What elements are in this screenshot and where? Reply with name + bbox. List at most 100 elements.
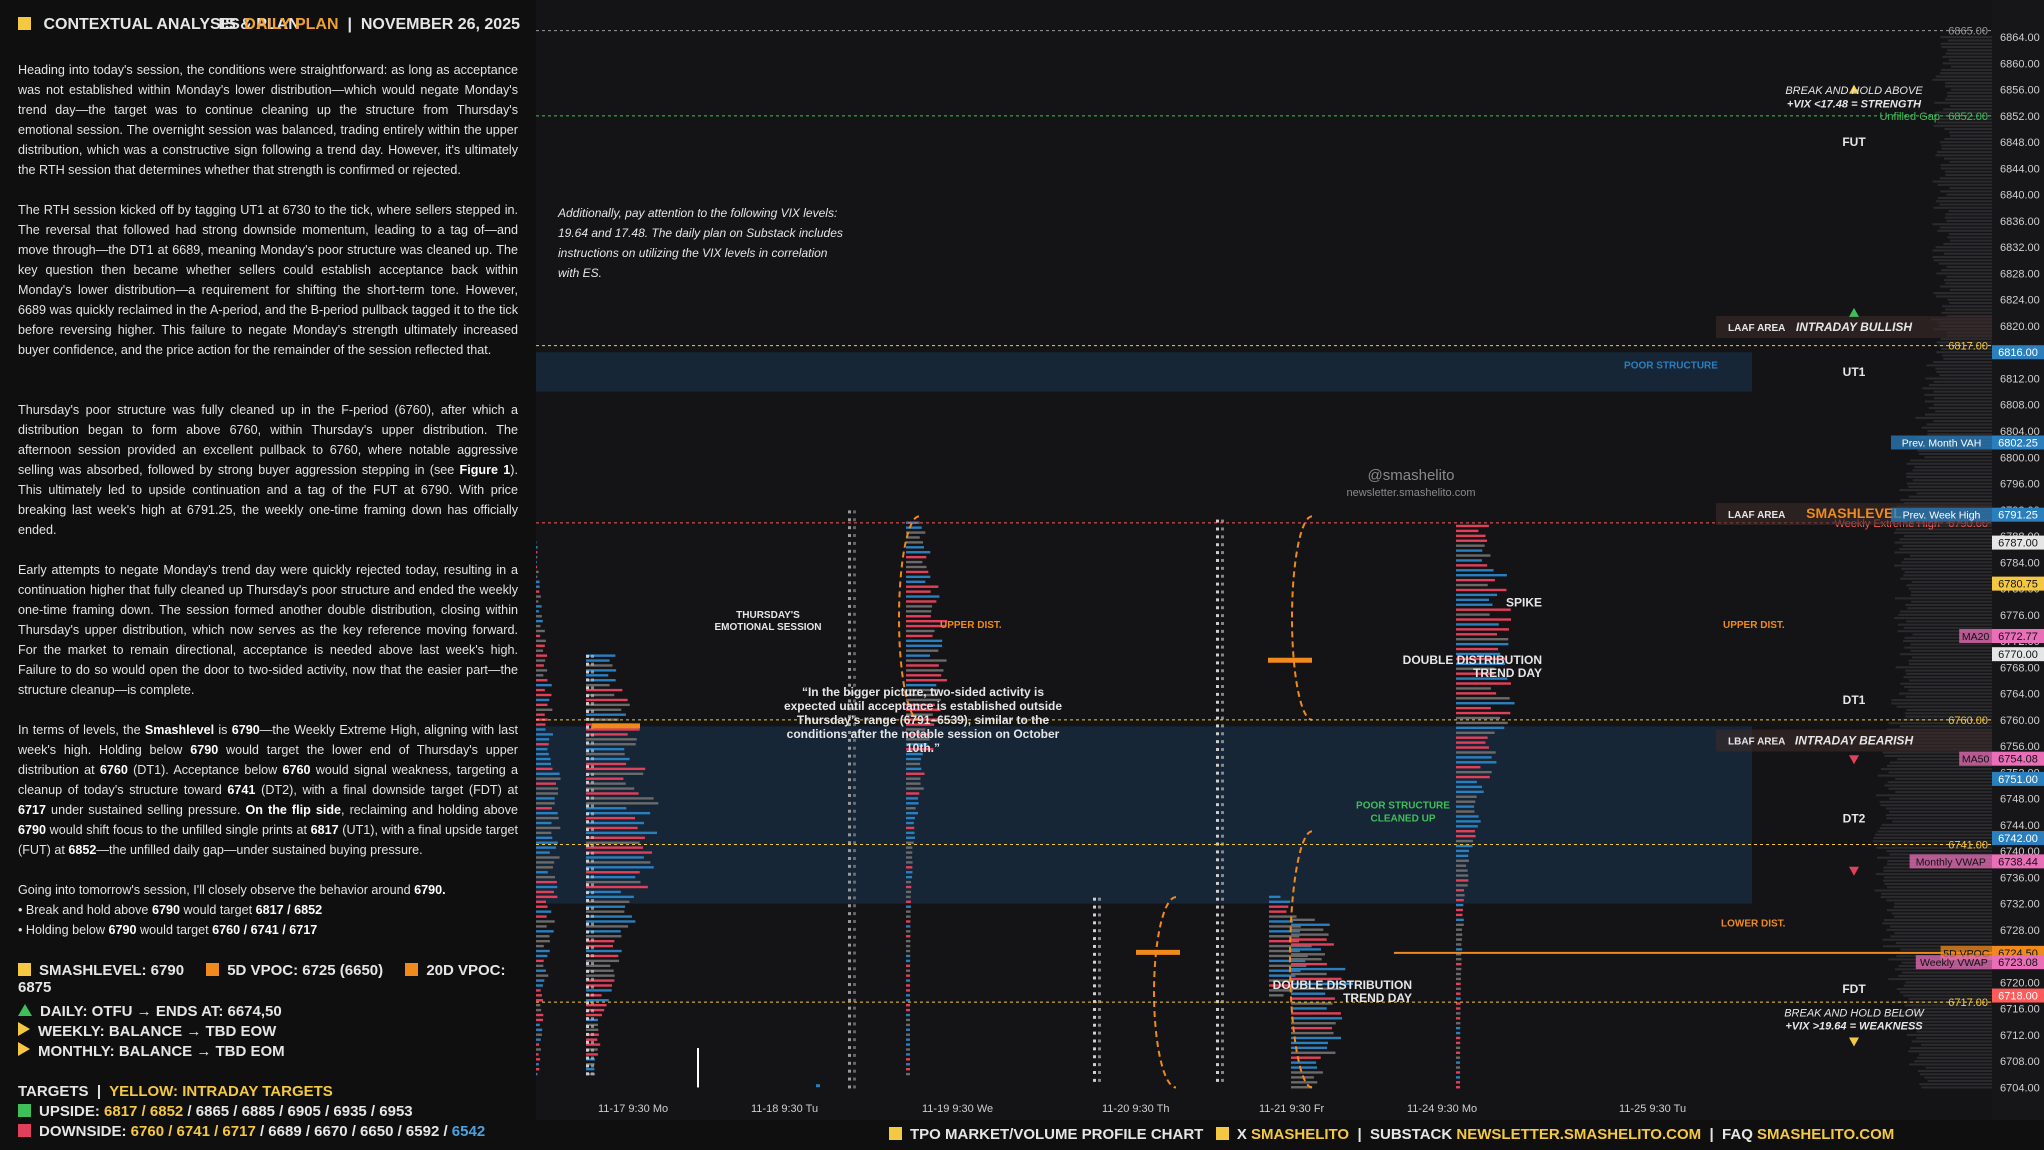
price-axis-tick: 6844.00 (2000, 163, 2040, 175)
downside-last: 6542 (451, 1123, 486, 1140)
quote-line: expected until acceptance is established… (784, 699, 1062, 713)
faq-link[interactable]: SMASHELITO.COM (1757, 1126, 1895, 1143)
composite-volume-bar (1937, 229, 1992, 232)
tpo-letter-mark (586, 875, 589, 879)
profile-bar (906, 733, 931, 736)
tpo-letter-mark (586, 843, 589, 847)
profile-bar (1456, 588, 1507, 592)
date-axis-label: 11-18 9:30 Tu (751, 1103, 818, 1115)
reference-line-tag: Unfilled Gap (1879, 111, 1940, 123)
profile-bar (1456, 672, 1495, 675)
price-tag (1992, 345, 2044, 360)
tpo-letter-mark (1216, 881, 1219, 885)
price-tag-box (1891, 435, 1992, 450)
profile-bar (1291, 1007, 1327, 1010)
downside-label: DOWNSIDE: (39, 1123, 127, 1140)
composite-volume-bar (1886, 814, 1992, 817)
tpo-letter-mark (1093, 984, 1096, 988)
substack-link[interactable]: NEWSLETTER.SMASHELITO.COM (1456, 1126, 1702, 1143)
profile-bar (1291, 1081, 1318, 1084)
tpo-letter-mark (848, 1014, 851, 1018)
composite-volume-bar (1943, 279, 1992, 282)
price-tag (1992, 535, 2044, 550)
tpo-letter-mark (853, 1022, 856, 1026)
composite-volume-bar (1904, 712, 1992, 715)
composite-volume-bar (1899, 610, 1992, 613)
tpo-letter-mark (853, 967, 856, 971)
profile-bar (1456, 1056, 1461, 1059)
composite-volume-bar (1912, 633, 1992, 636)
quote-line: conditions after the notable session on … (787, 727, 1060, 741)
composite-volume-bar (1942, 354, 1992, 357)
tpo-letter-mark (1098, 1023, 1101, 1027)
composite-volume-bar (1945, 170, 1992, 173)
profile-bar (1456, 559, 1482, 562)
panel-header: CONTEXTUAL ANALYSIS & PLAN ES DAILY PLAN… (18, 16, 520, 38)
tpo-letter-mark (1221, 881, 1224, 885)
profile-bar (586, 949, 622, 953)
tpo-letter-mark (853, 778, 856, 782)
tpo-letter-mark (586, 1048, 589, 1052)
composite-volume-bar (1899, 991, 1992, 994)
composite-volume-bar (1875, 873, 1992, 876)
composite-volume-bar (1906, 482, 1992, 485)
composite-volume-bar (1903, 574, 1992, 577)
tpo-letter-mark (586, 749, 589, 753)
tpo-letter-mark (591, 843, 594, 847)
profile-bar (536, 1043, 540, 1046)
profile-bar (1269, 930, 1300, 933)
tpo-letter-mark (586, 985, 589, 989)
profile-bar (536, 600, 539, 603)
profile-bar (1269, 910, 1287, 913)
composite-volume-bar (1944, 216, 1992, 219)
profile-bar (906, 807, 916, 810)
tpo-letter-mark (1221, 1070, 1224, 1074)
break-hold-above-label: BREAK AND HOLD ABOVE (1785, 85, 1923, 97)
composite-volume-bar (1938, 262, 1992, 265)
composite-volume-bar (1894, 564, 1992, 567)
composite-volume-bar (1950, 134, 1992, 137)
tpo-letter-mark (848, 746, 851, 750)
tpo-letter-mark (591, 906, 594, 910)
profile-bar (906, 994, 911, 997)
tpo-letter-mark (586, 962, 589, 966)
tpo-letter-mark (848, 738, 851, 742)
tpo-letter-mark (1221, 582, 1224, 586)
composite-volume-bar (1933, 206, 1992, 209)
profile-bar (906, 935, 911, 938)
composite-volume-bar (1912, 1007, 1992, 1010)
price-axis-tick: 6856.00 (2000, 85, 2040, 97)
profile-bar (536, 841, 558, 844)
composite-volume-bar (1927, 429, 1992, 432)
tpo-letter-mark (853, 699, 856, 703)
composite-volume-bar (1936, 341, 1992, 344)
x-handle-link[interactable]: SMASHELITO (1251, 1126, 1350, 1143)
composite-volume-bar (1945, 98, 1992, 101)
composite-volume-bar (1905, 669, 1992, 672)
composite-volume-bar (1927, 433, 1992, 436)
analysis-paragraph: Heading into today's session, the condit… (18, 63, 518, 177)
composite-volume-bar (1944, 85, 1992, 88)
tpo-letter-mark (1216, 779, 1219, 783)
profile-bar (906, 1033, 911, 1036)
price-axis-tick: 6744.00 (2000, 820, 2040, 832)
profile-bar (536, 551, 538, 554)
tpo-letter-mark (853, 683, 856, 687)
tpo-letter-mark (853, 1006, 856, 1010)
profile-bar (1456, 1081, 1461, 1084)
profile-bar (906, 802, 919, 805)
tpo-letter-mark (853, 856, 856, 860)
tpo-letter-mark (853, 628, 856, 632)
price-tag-box (1915, 955, 1992, 970)
profile-bar (1291, 1026, 1333, 1030)
profile-bar (586, 733, 628, 736)
profile-bar (536, 949, 550, 953)
composite-volume-bar (1932, 78, 1992, 81)
composite-volume-bar (1893, 915, 1992, 918)
profile-bar (906, 1028, 911, 1031)
tpo-letter-mark (848, 1038, 851, 1042)
profile-bar (536, 644, 545, 647)
profile-bar (536, 728, 546, 731)
tpo-letter-mark (848, 660, 851, 664)
tpo-letter-mark (1221, 913, 1224, 917)
